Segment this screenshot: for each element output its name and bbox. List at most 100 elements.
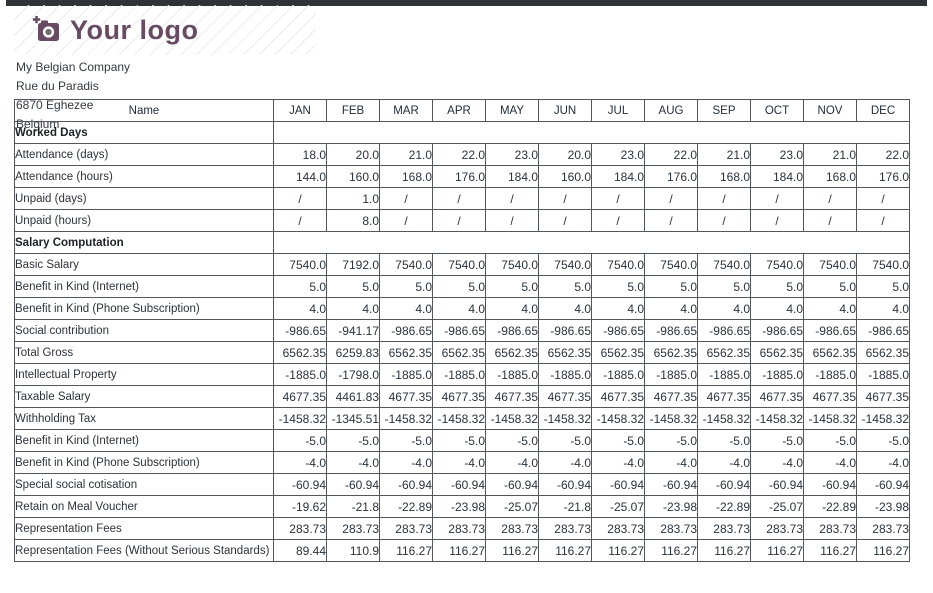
payslip-table: Name JAN FEB MAR APR MAY JUN JUL AUG SEP OCT NOV DE… <box>14 99 910 562</box>
cell-value: -986.65 <box>432 319 486 342</box>
cell-value: 4677.35 <box>644 385 698 408</box>
cell-value: -4.0 <box>591 451 645 474</box>
cell-value: 116.27 <box>538 539 592 562</box>
cell-value: -4.0 <box>432 451 486 474</box>
cell-value: -1458.32 <box>485 407 539 430</box>
cell-value: / <box>697 187 751 210</box>
cell-value: 6562.35 <box>591 341 645 364</box>
cell-value: 20.0 <box>326 143 380 166</box>
cell-value: 6259.83 <box>326 341 380 364</box>
cell-value: 6562.35 <box>856 341 910 364</box>
cell-value: -1885.0 <box>273 363 327 386</box>
cell-value: 4677.35 <box>273 385 327 408</box>
cell-value: 6562.35 <box>803 341 857 364</box>
cell-value: -4.0 <box>273 451 327 474</box>
table-row: Unpaid (days)/1.0// / / / / / / / / <box>14 187 910 210</box>
cell-value: -4.0 <box>856 451 910 474</box>
cell-value: -5.0 <box>432 429 486 452</box>
section-empty-cell <box>273 121 910 144</box>
cell-value: 6562.35 <box>538 341 592 364</box>
section-row: Worked Days <box>14 121 910 144</box>
table-row: Retain on Meal Voucher -19.62 -21.8 -22.89-… <box>14 495 910 518</box>
cell-value: 4677.35 <box>591 385 645 408</box>
top-border-bar <box>6 0 927 6</box>
table-row: Benefit in Kind (Phone Subscription) 4.0 4… <box>14 297 910 320</box>
cell-value: -941.17 <box>326 319 380 342</box>
cell-value: -1885.0 <box>750 363 804 386</box>
cell-value: -21.8 <box>326 495 380 518</box>
cell-value: / <box>432 209 486 232</box>
cell-value: 5.0 <box>644 275 698 298</box>
cell-value: 7540.0 <box>750 253 804 276</box>
cell-value: -986.65 <box>750 319 804 342</box>
cell-value: -4.0 <box>326 451 380 474</box>
month-column-header: AUG <box>644 99 698 122</box>
cell-value: 8.0 <box>326 209 380 232</box>
cell-value: 7540.0 <box>644 253 698 276</box>
cell-value: 4.0 <box>591 297 645 320</box>
cell-value: 5.0 <box>326 275 380 298</box>
cell-value: / <box>803 209 857 232</box>
cell-value: -60.94 <box>379 473 433 496</box>
cell-value: -4.0 <box>379 451 433 474</box>
section-empty-cell <box>273 231 910 254</box>
cell-value: -5.0 <box>803 429 857 452</box>
cell-value: 176.0 <box>432 165 486 188</box>
row-label: Special social cotisation <box>14 473 274 496</box>
cell-value: 6562.35 <box>750 341 804 364</box>
table-row: Representation Fees (Without Serious Sta… <box>14 539 910 562</box>
cell-value: -1885.0 <box>697 363 751 386</box>
cell-value: -986.65 <box>644 319 698 342</box>
cell-value: 4677.35 <box>697 385 751 408</box>
cell-value: 5.0 <box>697 275 751 298</box>
cell-value: 184.0 <box>485 165 539 188</box>
logo-text: Your logo <box>70 14 199 45</box>
name-column-header: Name <box>14 99 274 122</box>
cell-value: 89.44 <box>273 539 327 562</box>
cell-value: 5.0 <box>273 275 327 298</box>
cell-value: 283.73 <box>538 517 592 540</box>
cell-value: 5.0 <box>750 275 804 298</box>
cell-value: 4.0 <box>326 297 380 320</box>
cell-value: -1458.32 <box>803 407 857 430</box>
cell-value: -1885.0 <box>485 363 539 386</box>
month-column-header: JUL <box>591 99 645 122</box>
cell-value: -5.0 <box>379 429 433 452</box>
table-row: Intellectual Property -1885.0 -1798.0 -1885… <box>14 363 910 386</box>
cell-value: -1885.0 <box>538 363 592 386</box>
cell-value: -4.0 <box>644 451 698 474</box>
cell-value: 283.73 <box>485 517 539 540</box>
cell-value: -1458.32 <box>538 407 592 430</box>
row-label: Unpaid (days) <box>14 187 274 210</box>
cell-value: 283.73 <box>326 517 380 540</box>
cell-value: -22.89 <box>697 495 751 518</box>
cell-value: / <box>538 209 592 232</box>
cell-value: 7192.0 <box>326 253 380 276</box>
row-label: Withholding Tax <box>14 407 274 430</box>
section-title: Worked Days <box>14 121 274 144</box>
cell-value: 116.27 <box>591 539 645 562</box>
cell-value: / <box>644 187 698 210</box>
row-label: Taxable Salary <box>14 385 274 408</box>
table-row: Attendance (days) 18.0 20.0 21.0 22.0 23.0 20.… <box>14 143 910 166</box>
cell-value: 6562.35 <box>697 341 751 364</box>
cell-value: / <box>750 209 804 232</box>
cell-value: 21.0 <box>697 143 751 166</box>
cell-value: -60.94 <box>538 473 592 496</box>
cell-value: / <box>538 187 592 210</box>
table-row: Representation Fees 283.73 283.73 283.73 283… <box>14 517 910 540</box>
camera-plus-icon <box>32 15 60 44</box>
cell-value: 7540.0 <box>856 253 910 276</box>
cell-value: 7540.0 <box>697 253 751 276</box>
cell-value: 4461.83 <box>326 385 380 408</box>
cell-value: -4.0 <box>485 451 539 474</box>
cell-value: / <box>591 209 645 232</box>
cell-value: -1885.0 <box>379 363 433 386</box>
cell-value: -1458.32 <box>856 407 910 430</box>
cell-value: 283.73 <box>273 517 327 540</box>
cell-value: 4.0 <box>803 297 857 320</box>
cell-value: / <box>591 187 645 210</box>
cell-value: -986.65 <box>538 319 592 342</box>
row-label: Retain on Meal Voucher <box>14 495 274 518</box>
cell-value: 7540.0 <box>432 253 486 276</box>
